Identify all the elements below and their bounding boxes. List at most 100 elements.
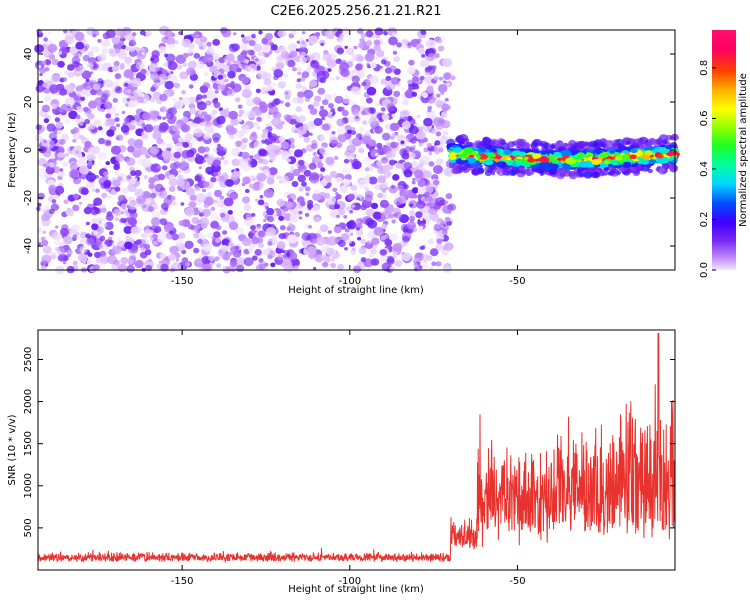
- noise-blob: [60, 227, 69, 237]
- noise-blob: [172, 137, 178, 142]
- noise-blob: [440, 111, 447, 117]
- noise-blob: [409, 203, 414, 207]
- noise-blob: [395, 162, 403, 169]
- noise-blob: [436, 238, 443, 244]
- noise-blob: [322, 53, 332, 61]
- noise-blob: [210, 220, 220, 229]
- noise-blob: [185, 261, 191, 267]
- signal-core-blob: [604, 160, 611, 165]
- noise-blob: [59, 88, 68, 96]
- noise-blob: [58, 253, 68, 262]
- noise-blob: [152, 240, 158, 246]
- noise-blob: [314, 65, 325, 75]
- signal-core-blob: [503, 149, 512, 156]
- noise-blob: [422, 170, 433, 179]
- noise-blob: [212, 38, 221, 46]
- noise-blob: [98, 137, 106, 145]
- noise-blob: [431, 65, 437, 70]
- noise-blob: [329, 170, 338, 179]
- noise-blob: [352, 265, 362, 274]
- noise-blob: [304, 212, 310, 217]
- noise-blob: [196, 94, 203, 101]
- noise-blob: [48, 208, 55, 215]
- signal-core-blob: [527, 157, 535, 163]
- signal-halo-blob: [603, 166, 610, 172]
- noise-blob: [360, 33, 367, 39]
- noise-blob: [241, 151, 250, 159]
- signal-core-blob: [551, 159, 560, 165]
- noise-blob: [247, 63, 258, 73]
- noise-blob: [365, 40, 373, 47]
- noise-blob: [120, 217, 127, 223]
- noise-blob: [272, 82, 276, 87]
- noise-blob: [54, 185, 65, 195]
- noise-blob: [234, 97, 241, 103]
- noise-blob: [341, 77, 346, 82]
- noise-blob: [222, 253, 231, 261]
- noise-blob: [111, 245, 122, 255]
- colorbar-ticks: 0.0 0.2 0.4 0.6 0.8: [699, 60, 716, 278]
- noise-blob: [141, 51, 145, 56]
- noise-blob: [168, 43, 175, 50]
- noise-blob: [327, 182, 333, 187]
- noise-blob: [364, 190, 374, 199]
- noise-blob: [435, 158, 444, 166]
- noise-blob: [336, 214, 340, 219]
- noise-blob: [262, 159, 269, 165]
- noise-blob: [64, 97, 75, 107]
- noise-blob: [155, 67, 160, 72]
- noise-blob: [230, 81, 235, 85]
- noise-blob: [134, 188, 145, 198]
- noise-blob: [351, 137, 362, 147]
- noise-blob: [178, 220, 185, 227]
- noise-blob: [417, 187, 426, 195]
- noise-blob: [367, 231, 377, 240]
- signal-core-blob: [471, 151, 477, 155]
- noise-blob: [267, 215, 274, 223]
- noise-blob: [174, 40, 179, 45]
- noise-blob: [250, 224, 256, 231]
- noise-blob: [111, 145, 121, 155]
- noise-blob: [244, 94, 249, 99]
- noise-blob: [206, 41, 212, 47]
- noise-blob: [195, 153, 200, 158]
- spectrogram-panel: -150 -100 -50 -40 -20 0 20 40 Height of straig…: [7, 25, 680, 296]
- noise-blob: [243, 257, 254, 267]
- noise-blob: [392, 50, 398, 55]
- noise-blob: [314, 189, 320, 195]
- noise-blob: [200, 222, 208, 229]
- noise-blob: [141, 130, 149, 138]
- noise-blob: [199, 118, 204, 123]
- noise-blob: [295, 121, 301, 126]
- noise-blob: [297, 126, 307, 135]
- noise-blob: [386, 103, 396, 112]
- noise-blob: [63, 70, 69, 75]
- noise-blob: [89, 123, 96, 130]
- noise-blob: [363, 178, 370, 184]
- noise-blob: [108, 195, 112, 199]
- noise-blob: [429, 266, 434, 270]
- noise-blob: [322, 123, 330, 131]
- noise-blob: [418, 163, 424, 168]
- noise-blob: [144, 249, 152, 256]
- noise-blob: [225, 83, 230, 88]
- noise-blob: [184, 133, 193, 141]
- noise-blob: [436, 220, 441, 225]
- noise-blob: [202, 94, 208, 99]
- noise-blob: [446, 82, 451, 87]
- noise-blob: [203, 243, 213, 252]
- noise-blob: [428, 208, 432, 213]
- noise-blob: [428, 47, 437, 55]
- noise-blob: [259, 182, 265, 188]
- noise-blob: [263, 78, 272, 86]
- noise-blob: [413, 169, 424, 179]
- noise-blob: [379, 199, 389, 208]
- noise-blob: [412, 76, 419, 83]
- noise-blob: [391, 219, 397, 224]
- noise-blob: [266, 177, 275, 185]
- noise-blob: [376, 142, 383, 149]
- signal-halo-blob: [515, 169, 521, 174]
- noise-blob: [311, 143, 318, 150]
- noise-blob: [108, 236, 113, 241]
- noise-blob: [127, 217, 137, 226]
